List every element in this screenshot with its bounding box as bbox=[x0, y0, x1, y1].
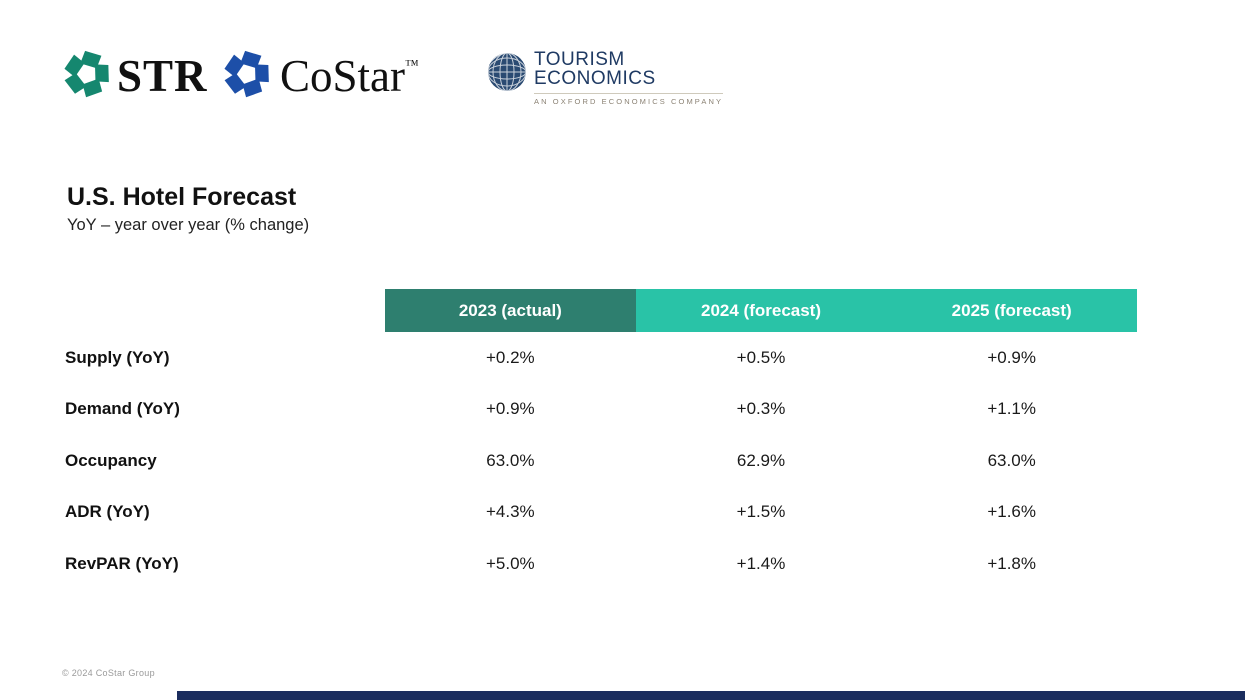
str-wordmark: STR bbox=[117, 51, 208, 101]
cell-value: +0.2% bbox=[485, 347, 535, 367]
oxford-economics-subline: AN OXFORD ECONOMICS COMPANY bbox=[534, 93, 724, 106]
cell-value: +1.6% bbox=[987, 502, 1037, 522]
column-header-2023-actual: 2023 (actual) bbox=[385, 289, 636, 332]
tourism-economics-text: TOURISM ECONOMICS AN OXFORD ECONOMICS CO… bbox=[534, 49, 724, 106]
cell-value: +1.1% bbox=[987, 399, 1037, 419]
trademark-symbol: ™ bbox=[405, 58, 419, 73]
costar-wordmark: CoStar™ bbox=[280, 50, 419, 102]
cell-value: +1.8% bbox=[987, 553, 1037, 573]
copyright-text: © 2024 CoStar Group bbox=[62, 668, 155, 678]
table-row-revpar: RevPAR (YoY) +5.0% +1.4% +1.8% bbox=[65, 538, 1137, 590]
column-header-2025-forecast: 2025 (forecast) bbox=[886, 289, 1138, 332]
cell-value: +0.5% bbox=[736, 347, 786, 367]
table-row-demand: Demand (YoY) +0.9% +0.3% +1.1% bbox=[65, 384, 1137, 436]
bottom-accent-bar bbox=[177, 691, 1245, 700]
row-label: RevPAR (YoY) bbox=[65, 553, 179, 573]
tourism-economics-line2: ECONOMICS bbox=[534, 68, 656, 89]
costar-wordmark-text: CoStar bbox=[280, 51, 406, 101]
cell-value: +5.0% bbox=[485, 553, 535, 573]
table-body: Supply (YoY) +0.2% +0.5% +0.9% Demand (Y… bbox=[65, 332, 1137, 590]
row-label: ADR (YoY) bbox=[65, 502, 150, 522]
page-subtitle: YoY – year over year (% change) bbox=[67, 216, 310, 234]
costar-pinwheel-icon bbox=[224, 50, 269, 98]
cell-value: +4.3% bbox=[485, 502, 535, 522]
page-title: U.S. Hotel Forecast bbox=[67, 183, 297, 211]
row-label: Demand (YoY) bbox=[65, 399, 180, 419]
globe-icon bbox=[488, 53, 526, 91]
cell-value: +1.5% bbox=[736, 502, 786, 522]
cell-value: +0.9% bbox=[987, 347, 1037, 367]
table-header-row: 2023 (actual) 2024 (forecast) 2025 (fore… bbox=[385, 289, 1138, 332]
table-row-adr: ADR (YoY) +4.3% +1.5% +1.6% bbox=[65, 487, 1137, 539]
column-header-2024-forecast: 2024 (forecast) bbox=[635, 289, 887, 332]
row-label: Supply (YoY) bbox=[65, 347, 170, 367]
str-pinwheel-icon bbox=[64, 50, 109, 98]
cell-value: 63.0% bbox=[486, 450, 535, 470]
cell-value: +1.4% bbox=[736, 553, 786, 573]
table-row-occupancy: Occupancy 63.0% 62.9% 63.0% bbox=[65, 435, 1137, 487]
row-label: Occupancy bbox=[65, 450, 157, 470]
cell-value: +0.9% bbox=[485, 399, 535, 419]
cell-value: +0.3% bbox=[736, 399, 786, 419]
tourism-economics-logo: TOURISM ECONOMICS AN OXFORD ECONOMICS CO… bbox=[487, 49, 724, 106]
table-row-supply: Supply (YoY) +0.2% +0.5% +0.9% bbox=[65, 332, 1137, 384]
cell-value: 63.0% bbox=[987, 450, 1036, 470]
tourism-economics-line1: TOURISM bbox=[534, 49, 625, 70]
cell-value: 62.9% bbox=[736, 450, 786, 470]
